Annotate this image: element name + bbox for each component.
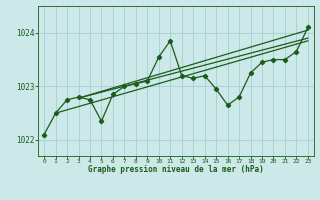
X-axis label: Graphe pression niveau de la mer (hPa): Graphe pression niveau de la mer (hPa) <box>88 165 264 174</box>
